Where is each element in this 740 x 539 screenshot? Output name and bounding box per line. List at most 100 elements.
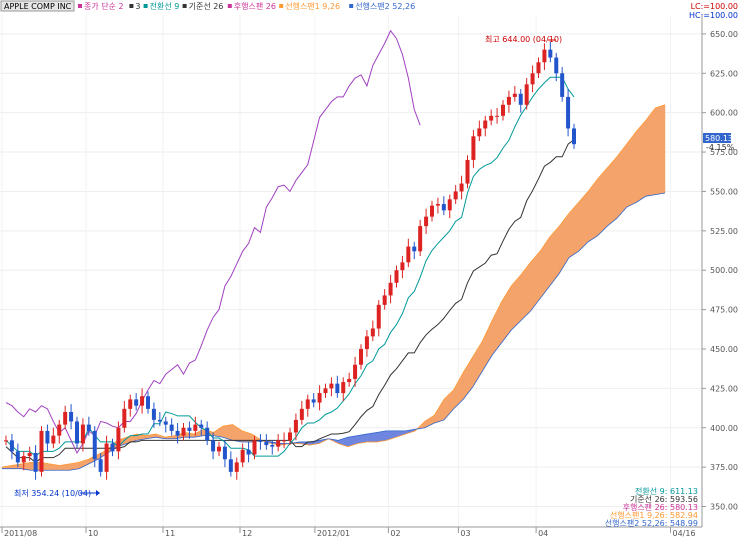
- candles: [4, 41, 576, 480]
- candle-body: [400, 262, 405, 271]
- symbol-label-box: [0, 0, 75, 12]
- candle-body: [394, 270, 399, 283]
- candle-body: [418, 226, 423, 252]
- y-tick-label: 500.00: [710, 266, 738, 275]
- candle-body: [63, 411, 68, 425]
- candle-body: [430, 205, 434, 217]
- candle-body: [228, 459, 233, 472]
- x-tick-label: 03: [460, 529, 470, 538]
- indicator-legend: 종가 단순 2 3 전환선 9 기준선 26 후행스팬 26 선행스팬1 9,26 선행스팬…: [78, 1, 415, 11]
- candle-body: [353, 364, 358, 379]
- legend-swatch: [143, 4, 148, 8]
- candle-body: [506, 96, 511, 105]
- candle-body: [92, 430, 97, 460]
- candle-body: [80, 424, 85, 444]
- ichimoku-cloud: [1, 104, 666, 471]
- candle-body: [536, 62, 541, 74]
- cloud-segment: [655, 104, 666, 195]
- y-tick-label: 425.00: [710, 384, 738, 393]
- candle-body: [45, 430, 50, 444]
- candle-body: [193, 424, 198, 431]
- candle-body: [240, 449, 245, 463]
- candle-body: [187, 427, 192, 431]
- candle-body: [86, 424, 91, 431]
- candle-body: [293, 419, 298, 433]
- candle-body: [501, 104, 505, 116]
- x-tick-label: 04/16: [673, 529, 696, 538]
- candle-body: [435, 204, 440, 206]
- candle-body: [134, 399, 139, 406]
- candle-body: [329, 383, 334, 389]
- x-tick-label: 11: [165, 529, 175, 538]
- candle-body: [359, 348, 363, 365]
- candle-body: [530, 73, 535, 85]
- candle-body: [282, 440, 287, 442]
- lagging-span: [5, 29, 421, 454]
- candle-body: [128, 399, 133, 409]
- candle-body: [382, 295, 387, 305]
- candle-body: [424, 216, 429, 227]
- x-axis-ticks: 2011/08 10 11 12 2012/01 02 03 04 04/16: [1, 527, 696, 538]
- candle-body: [151, 408, 156, 420]
- candle-body: [169, 424, 174, 431]
- candle-body: [288, 432, 292, 441]
- candle-body: [489, 115, 494, 121]
- candle-body: [199, 424, 204, 428]
- x-tick-label: 2011/08: [4, 529, 37, 538]
- cloud-segment: [635, 119, 647, 203]
- current-price: 580.13: [705, 134, 733, 143]
- legend-swatch: [182, 4, 187, 8]
- symbol-label: APPLE COMP INC: [4, 2, 72, 11]
- indicator-value-label: 선행스팬1 9,26: 582.94: [610, 510, 698, 520]
- candle-body: [205, 427, 210, 441]
- candle-body: [276, 440, 281, 447]
- candle-body: [69, 411, 74, 422]
- candle-body: [110, 443, 115, 452]
- candle-body: [376, 304, 381, 329]
- candle-body: [217, 446, 221, 452]
- y-tick-label: 400.00: [710, 424, 738, 433]
- x-tick-label: 02: [390, 529, 400, 538]
- candle-body: [406, 246, 411, 263]
- y-tick-label: 475.00: [710, 306, 738, 315]
- y-tick-label: 650.00: [710, 30, 738, 39]
- y-tick-label: 375.00: [710, 463, 738, 472]
- legend-item: 종가 단순 2: [84, 1, 124, 11]
- candle-body: [459, 183, 464, 192]
- candle-body: [572, 128, 576, 145]
- candle-body: [317, 393, 322, 403]
- candle-body: [323, 388, 328, 394]
- legend-swatch: [227, 4, 232, 8]
- x-tick-label: 04: [538, 529, 548, 538]
- candle-body: [483, 120, 488, 129]
- candle-body: [9, 440, 14, 452]
- candle-body: [542, 49, 547, 63]
- y-tick-label: 575.00: [710, 148, 738, 157]
- candle-body: [140, 396, 145, 406]
- candle-body: [554, 57, 559, 74]
- legend-item: 선행스팬1 9,26: [285, 1, 340, 11]
- legend-item: 3: [135, 2, 140, 11]
- low-arrowhead: [96, 490, 100, 496]
- low-annotation: 최저 354.24 (10/04): [14, 488, 91, 498]
- candle-body: [15, 451, 20, 463]
- y-axis-ticks: 650.00 625.00 600.00 575.00 550.00 525.00 500.…: [702, 30, 738, 512]
- high-annotation: 최고 644.00 (04/10): [485, 34, 562, 44]
- candle-body: [27, 452, 32, 457]
- hc-label: HC:=100.00: [689, 11, 738, 20]
- candle-body: [122, 408, 127, 428]
- candle-body: [21, 456, 26, 463]
- candle-body: [441, 204, 446, 211]
- candle-body: [181, 427, 186, 436]
- candle-body: [246, 449, 251, 455]
- candle-body: [453, 191, 458, 200]
- candle-body: [104, 443, 109, 472]
- candle-body: [524, 84, 529, 105]
- candle-body: [311, 399, 316, 403]
- indicator-value-label: 선행스팬2 52,26: 548.99: [605, 518, 698, 528]
- candle-body: [33, 452, 38, 472]
- indicator-value-label: 기준선 26: 593.56: [630, 495, 698, 504]
- legend-swatch: [78, 4, 82, 8]
- y-tick-label: 350.00: [710, 503, 738, 512]
- indicator-value-label: 전환선 9: 611.13: [635, 486, 698, 496]
